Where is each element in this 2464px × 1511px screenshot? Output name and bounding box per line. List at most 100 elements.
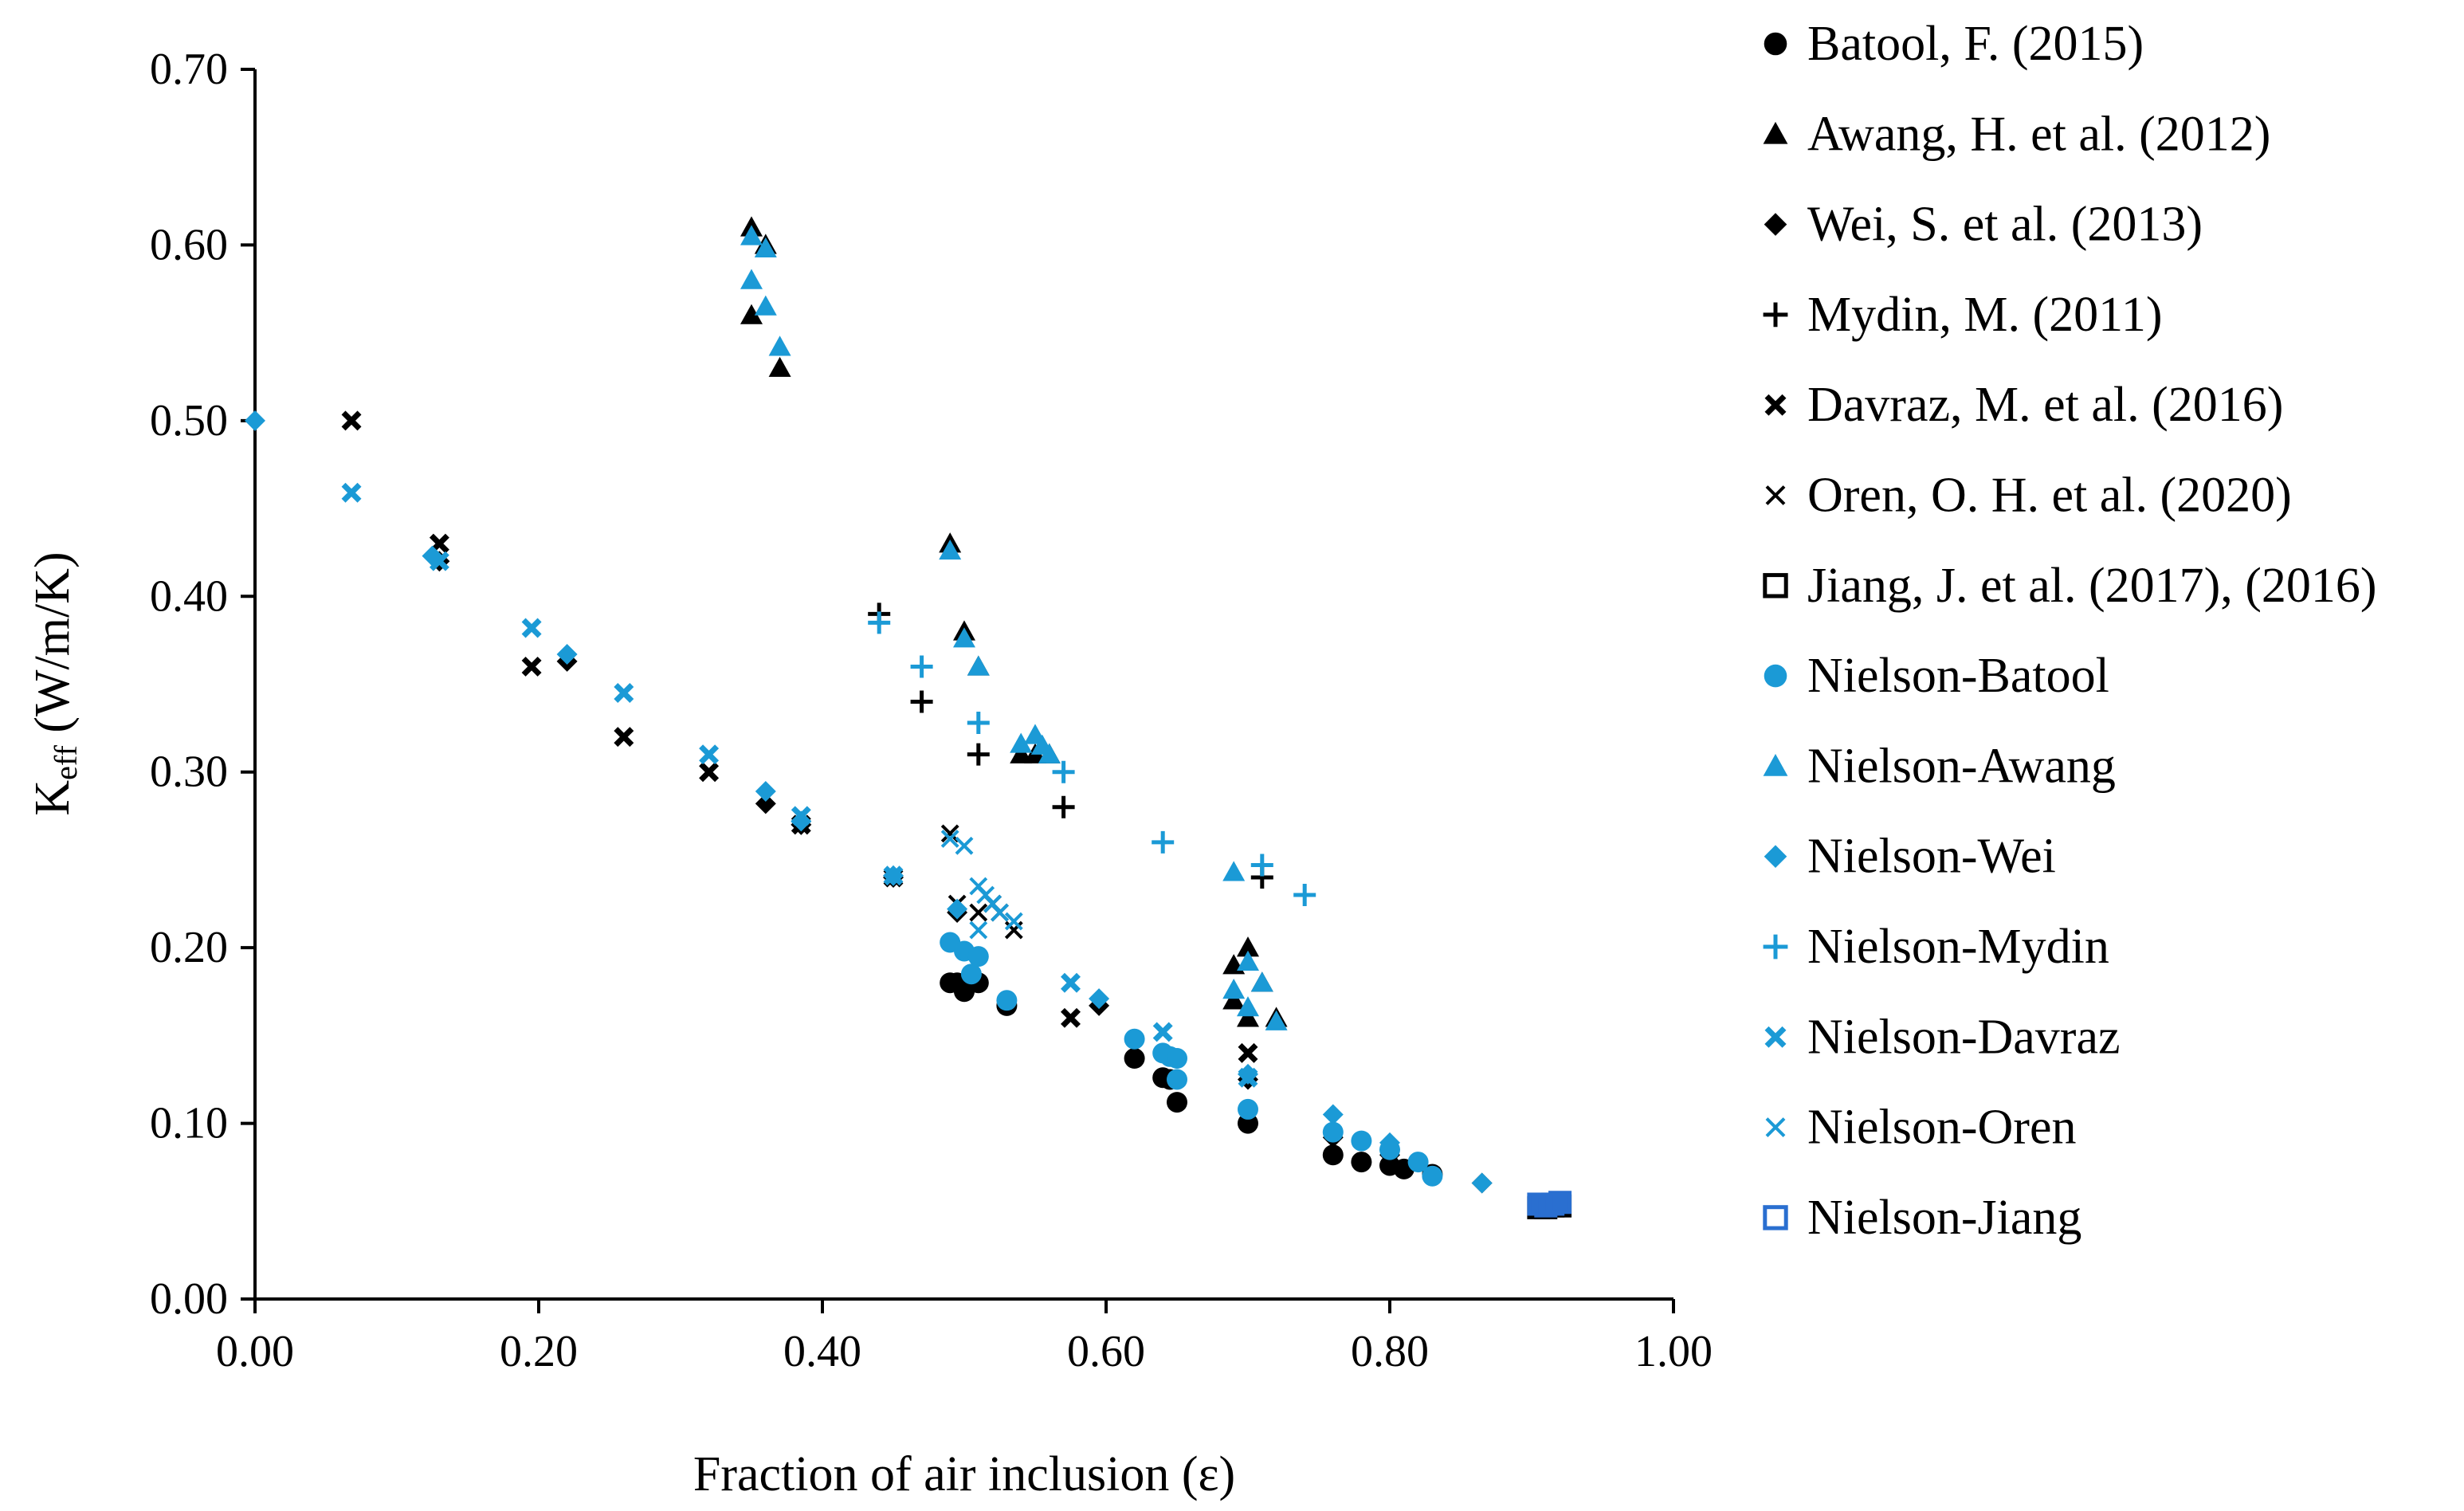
legend-item: Awang, H. et al. (2012) <box>1763 107 2270 161</box>
data-point <box>1265 1010 1288 1030</box>
legend-marker <box>1763 754 1788 776</box>
legend-marker <box>1765 485 1786 505</box>
data-point <box>953 627 975 648</box>
data-point <box>768 356 791 377</box>
y-axis-title: Keff (W/m/K) <box>26 551 84 815</box>
y-tick-label: 0.50 <box>150 396 228 445</box>
data-point <box>1250 854 1273 877</box>
legend-item: Wei, S. et al. (2013) <box>1764 198 2203 252</box>
legend-label: Mydin, M. (2011) <box>1807 288 2162 342</box>
series-3 <box>868 602 1273 889</box>
series-9 <box>245 410 1493 1194</box>
data-point <box>1004 912 1023 931</box>
legend-marker <box>1765 1117 1786 1138</box>
data-point <box>740 269 763 289</box>
data-point <box>910 655 933 678</box>
legend-marker <box>1764 213 1787 236</box>
legend-item: Nielson-Mydin <box>1763 920 2109 974</box>
data-point <box>1167 1048 1187 1069</box>
data-point <box>1293 884 1316 907</box>
legend-label: Wei, S. et al. (2013) <box>1807 198 2203 252</box>
data-point <box>955 836 974 855</box>
legend-marker <box>1763 573 1788 599</box>
legend-item: Jiang, J. et al. (2017), (2016) <box>1763 559 2377 613</box>
data-point <box>521 618 542 638</box>
legend-item: Davraz, M. et al. (2016) <box>1764 378 2283 432</box>
series-4 <box>341 410 1258 1063</box>
data-point <box>1152 830 1175 854</box>
data-point <box>521 656 542 677</box>
legend-item: Oren, O. H. et al. (2020) <box>1765 469 2292 523</box>
legend-label: Jiang, J. et al. (2017), (2016) <box>1807 559 2377 613</box>
legend-marker <box>1764 394 1787 416</box>
data-point <box>699 762 720 783</box>
data-point <box>1351 1130 1372 1152</box>
data-point <box>341 482 362 503</box>
legend-marker <box>1764 664 1787 688</box>
data-point <box>755 793 776 814</box>
x-tick-label: 1.00 <box>1634 1327 1713 1376</box>
data-point <box>1548 1191 1572 1215</box>
x-axis-title: Fraction of air inclusion (ε) <box>693 1447 1235 1501</box>
data-point <box>1250 971 1273 992</box>
data-point <box>1152 1022 1173 1042</box>
data-point <box>1238 1042 1258 1063</box>
legend-label: Oren, O. H. et al. (2020) <box>1807 469 2292 523</box>
data-point <box>614 727 634 748</box>
legend-label: Nielson-Jiang <box>1807 1191 2081 1245</box>
data-point <box>755 780 776 802</box>
y-axis-title-sub: eff <box>48 744 84 779</box>
data-point <box>1010 732 1033 753</box>
series-1 <box>740 216 1288 1027</box>
x-tick-label: 0.40 <box>783 1327 861 1376</box>
legend-marker <box>1763 934 1788 960</box>
x-tick-label: 0.60 <box>1067 1327 1145 1376</box>
data-point <box>947 898 968 920</box>
y-tick-label: 0.00 <box>150 1274 228 1324</box>
axes <box>253 69 1673 1301</box>
data-point <box>1124 1048 1145 1069</box>
data-point <box>1124 1028 1145 1050</box>
data-point <box>740 225 763 245</box>
data-point <box>1238 1067 1258 1088</box>
data-point <box>967 711 990 734</box>
legend-label: Nielson-Wei <box>1807 830 2056 884</box>
data-point <box>1471 1172 1493 1194</box>
y-axis-title-rest: (W/m/K) <box>26 551 80 745</box>
data-point <box>429 551 449 571</box>
data-point <box>967 946 989 967</box>
legend-marker <box>1763 302 1788 328</box>
data-point <box>614 683 634 703</box>
data-point <box>754 295 777 316</box>
data-point <box>1351 1152 1372 1173</box>
data-point <box>791 806 811 826</box>
legend-marker <box>1763 1205 1788 1230</box>
y-tick-label: 0.40 <box>150 571 228 621</box>
data-point <box>967 655 990 676</box>
data-point <box>996 990 1018 1011</box>
series-11 <box>341 482 1258 1088</box>
legend-marker <box>1764 845 1787 868</box>
data-point <box>991 903 1009 922</box>
series-7 <box>940 932 1443 1187</box>
data-point <box>1422 1165 1443 1187</box>
data-point <box>1038 743 1061 763</box>
data-point <box>1222 979 1246 999</box>
data-point <box>341 410 362 431</box>
legend-marker <box>1764 32 1787 56</box>
legend-label: Nielson-Mydin <box>1807 920 2109 974</box>
data-point <box>960 964 982 985</box>
data-point <box>1052 795 1075 818</box>
data-point <box>1167 1092 1187 1113</box>
legend-label: Davraz, M. et al. (2016) <box>1807 378 2283 432</box>
data-point <box>1238 1098 1258 1120</box>
legend-item: Nielson-Awang <box>1763 739 2116 793</box>
legend-label: Awang, H. et al. (2012) <box>1807 107 2270 161</box>
y-tick-label: 0.20 <box>150 923 228 972</box>
data-point <box>1004 920 1023 940</box>
legend-label: Nielson-Awang <box>1807 739 2116 793</box>
series-8 <box>740 225 1288 1030</box>
y-tick-label: 0.30 <box>150 748 228 797</box>
x-tick-label: 0.00 <box>216 1327 294 1376</box>
